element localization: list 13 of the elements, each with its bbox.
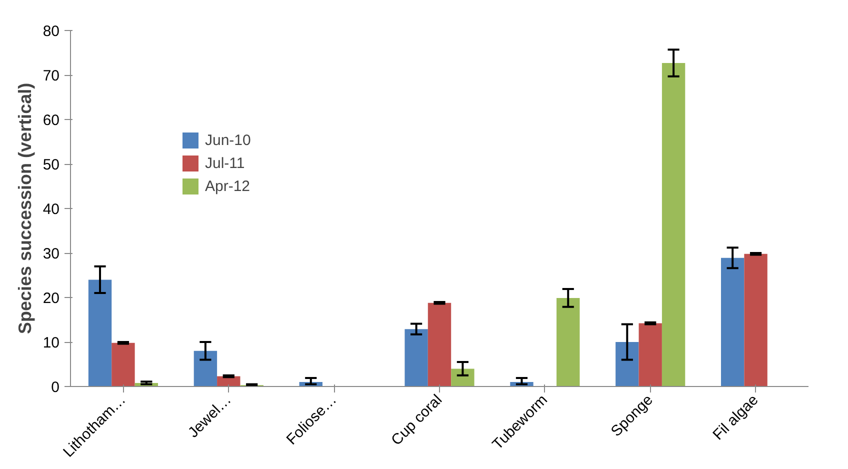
y-tick-label: 10 bbox=[42, 334, 60, 352]
y-tick-label: 30 bbox=[42, 246, 60, 262]
y-tick-label: 20 bbox=[42, 290, 60, 307]
y-tick-label: 40 bbox=[42, 201, 60, 218]
y-tick-label: 60 bbox=[42, 112, 60, 129]
legend-label: Jul-11 bbox=[205, 154, 245, 172]
legend-label: Apr-12 bbox=[205, 178, 250, 194]
y-axis-title: Species succession (vertical) bbox=[14, 82, 35, 334]
legend-label: Jun-10 bbox=[205, 132, 251, 148]
y-tick-label: 70 bbox=[42, 68, 60, 84]
y-tick-label: 80 bbox=[42, 23, 60, 40]
y-tick-label: 0 bbox=[51, 379, 60, 396]
y-tick-label: 50 bbox=[42, 156, 60, 174]
